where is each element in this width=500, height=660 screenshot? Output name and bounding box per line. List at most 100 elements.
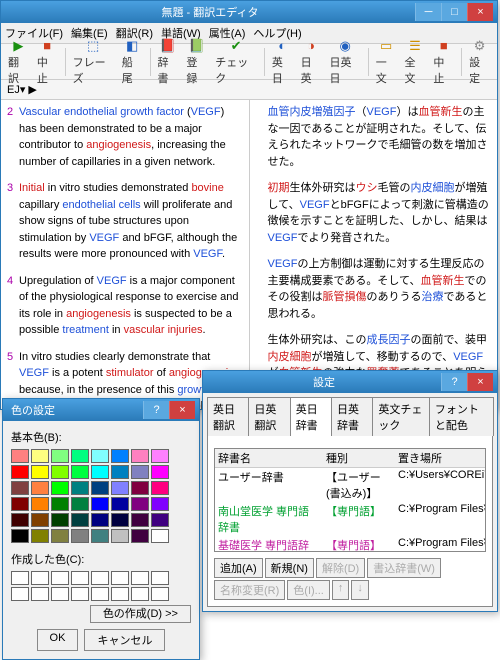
color-swatch[interactable] xyxy=(71,481,89,495)
dict-btn[interactable]: 新規(N) xyxy=(265,558,314,578)
paragraph[interactable]: 2Vascular endothelial growth factor (VEG… xyxy=(7,104,243,170)
color-swatch[interactable] xyxy=(91,481,109,495)
paragraph[interactable]: 血管内皮増殖因子（VEGF）は血管新生の主な一因であることが証明された。そして、… xyxy=(256,104,492,170)
color-swatch[interactable] xyxy=(91,529,109,543)
custom-swatch[interactable] xyxy=(11,587,29,601)
color-swatch[interactable] xyxy=(11,481,29,495)
color-swatch[interactable] xyxy=(31,449,49,463)
lang-selector[interactable]: EJ▾ ▶ xyxy=(7,83,37,96)
toolbar-中止[interactable]: ■中止 xyxy=(430,37,457,87)
settings-help-button[interactable]: ? xyxy=(441,373,467,391)
color-swatch[interactable] xyxy=(11,529,29,543)
color-help-button[interactable]: ? xyxy=(143,401,169,419)
color-swatch[interactable] xyxy=(91,497,109,511)
color-swatch[interactable] xyxy=(111,529,129,543)
color-swatch[interactable] xyxy=(31,529,49,543)
custom-swatch[interactable] xyxy=(11,571,29,585)
close-button[interactable]: × xyxy=(467,3,493,21)
toolbar-翻訳[interactable]: ▶翻訳 xyxy=(5,37,32,87)
custom-swatch[interactable] xyxy=(91,587,109,601)
dict-row[interactable]: ユーザー辞書【ユーザー(書込み)】C:¥Users¥COREi7¥Docum xyxy=(215,468,485,502)
custom-swatch[interactable] xyxy=(71,587,89,601)
color-swatch[interactable] xyxy=(51,497,69,511)
color-swatch[interactable] xyxy=(111,497,129,511)
custom-swatch[interactable] xyxy=(71,571,89,585)
toolbar-英日[interactable]: ◐英日 xyxy=(269,37,296,87)
color-swatch[interactable] xyxy=(71,465,89,479)
color-swatch[interactable] xyxy=(151,529,169,543)
custom-swatch[interactable] xyxy=(91,571,109,585)
color-swatch[interactable] xyxy=(71,513,89,527)
toolbar-日英[interactable]: ◑日英 xyxy=(298,37,325,87)
color-swatch[interactable] xyxy=(131,497,149,511)
minimize-button[interactable]: ─ xyxy=(415,3,441,21)
color-swatch[interactable] xyxy=(131,529,149,543)
color-swatch[interactable] xyxy=(31,497,49,511)
color-swatch[interactable] xyxy=(151,497,169,511)
color-swatch[interactable] xyxy=(151,465,169,479)
custom-swatch[interactable] xyxy=(31,571,49,585)
paragraph[interactable]: 3Initial in vitro studies demonstrated b… xyxy=(7,180,243,263)
custom-swatch[interactable] xyxy=(131,571,149,585)
color-swatch[interactable] xyxy=(91,465,109,479)
color-swatch[interactable] xyxy=(11,449,29,463)
cancel-button[interactable]: キャンセル xyxy=(84,629,165,651)
color-swatch[interactable] xyxy=(131,449,149,463)
color-swatch[interactable] xyxy=(131,465,149,479)
color-swatch[interactable] xyxy=(31,481,49,495)
color-swatch[interactable] xyxy=(111,513,129,527)
color-swatch[interactable] xyxy=(51,529,69,543)
color-swatch[interactable] xyxy=(91,449,109,463)
color-swatch[interactable] xyxy=(11,497,29,511)
color-close-button[interactable]: × xyxy=(169,401,195,419)
toolbar-一文[interactable]: ▭一文 xyxy=(373,37,400,87)
ok-button[interactable]: OK xyxy=(37,629,79,651)
settings-close-button[interactable]: × xyxy=(467,373,493,391)
custom-swatch[interactable] xyxy=(111,587,129,601)
color-swatch[interactable] xyxy=(51,481,69,495)
tab-5[interactable]: フォントと配色 xyxy=(429,397,494,436)
color-swatch[interactable] xyxy=(11,513,29,527)
color-swatch[interactable] xyxy=(71,529,89,543)
toolbar-日英日[interactable]: ◉日英日 xyxy=(326,37,363,87)
color-swatch[interactable] xyxy=(111,449,129,463)
custom-swatch[interactable] xyxy=(111,571,129,585)
color-swatch[interactable] xyxy=(151,513,169,527)
color-swatch[interactable] xyxy=(51,449,69,463)
dict-row[interactable]: 基礎医学 専門語辞書【専門語】C:¥Program Files¥CrossLa xyxy=(215,536,485,552)
custom-swatch[interactable] xyxy=(131,587,149,601)
toolbar-フレーズ[interactable]: ⬚フレーズ xyxy=(70,37,117,87)
color-swatch[interactable] xyxy=(131,513,149,527)
custom-swatch[interactable] xyxy=(51,587,69,601)
paragraph[interactable]: 初期生体外研究はウシ毛管の内皮細胞が増殖して、VEGFとbFGFによって刺激に管… xyxy=(256,180,492,246)
paragraph[interactable]: VEGFの上方制御は運動に対する生理反応の主要構成要素である。そして、血管新生で… xyxy=(256,256,492,322)
toolbar-辞書[interactable]: 📕辞書 xyxy=(155,37,182,87)
color-swatch[interactable] xyxy=(31,465,49,479)
make-color-button[interactable]: 色の作成(D) >> xyxy=(90,605,191,623)
tab-4[interactable]: 英文チェック xyxy=(372,397,430,436)
tab-2[interactable]: 英日辞書 xyxy=(290,397,332,436)
custom-swatch[interactable] xyxy=(51,571,69,585)
color-swatch[interactable] xyxy=(91,513,109,527)
tab-3[interactable]: 日英辞書 xyxy=(331,397,373,436)
dictionary-list[interactable]: 辞書名 種別 置き場所 ユーザー辞書【ユーザー(書込み)】C:¥Users¥CO… xyxy=(214,448,486,552)
custom-swatch[interactable] xyxy=(31,587,49,601)
custom-swatch[interactable] xyxy=(151,587,169,601)
custom-swatch[interactable] xyxy=(151,571,169,585)
paragraph[interactable]: 4Upregulation of VEGF is a major compone… xyxy=(7,273,243,339)
color-swatch[interactable] xyxy=(51,513,69,527)
color-swatch[interactable] xyxy=(31,513,49,527)
color-swatch[interactable] xyxy=(151,449,169,463)
toolbar-全文[interactable]: ☰全文 xyxy=(402,37,429,87)
tab-1[interactable]: 日英翻訳 xyxy=(248,397,290,436)
color-swatch[interactable] xyxy=(111,465,129,479)
dict-btn[interactable]: 追加(A) xyxy=(214,558,263,578)
color-swatch[interactable] xyxy=(111,481,129,495)
toolbar-船尾[interactable]: ◧船尾 xyxy=(119,37,146,87)
toolbar-登録[interactable]: 📗登録 xyxy=(183,37,210,87)
toolbar-チェック[interactable]: ✔チェック xyxy=(212,37,260,87)
toolbar-設定[interactable]: ⚙設定 xyxy=(466,37,493,87)
color-swatch[interactable] xyxy=(131,481,149,495)
dict-row[interactable]: 南山堂医学 専門語辞書【専門語】C:¥Program Files¥CrossLa xyxy=(215,502,485,536)
color-swatch[interactable] xyxy=(51,465,69,479)
